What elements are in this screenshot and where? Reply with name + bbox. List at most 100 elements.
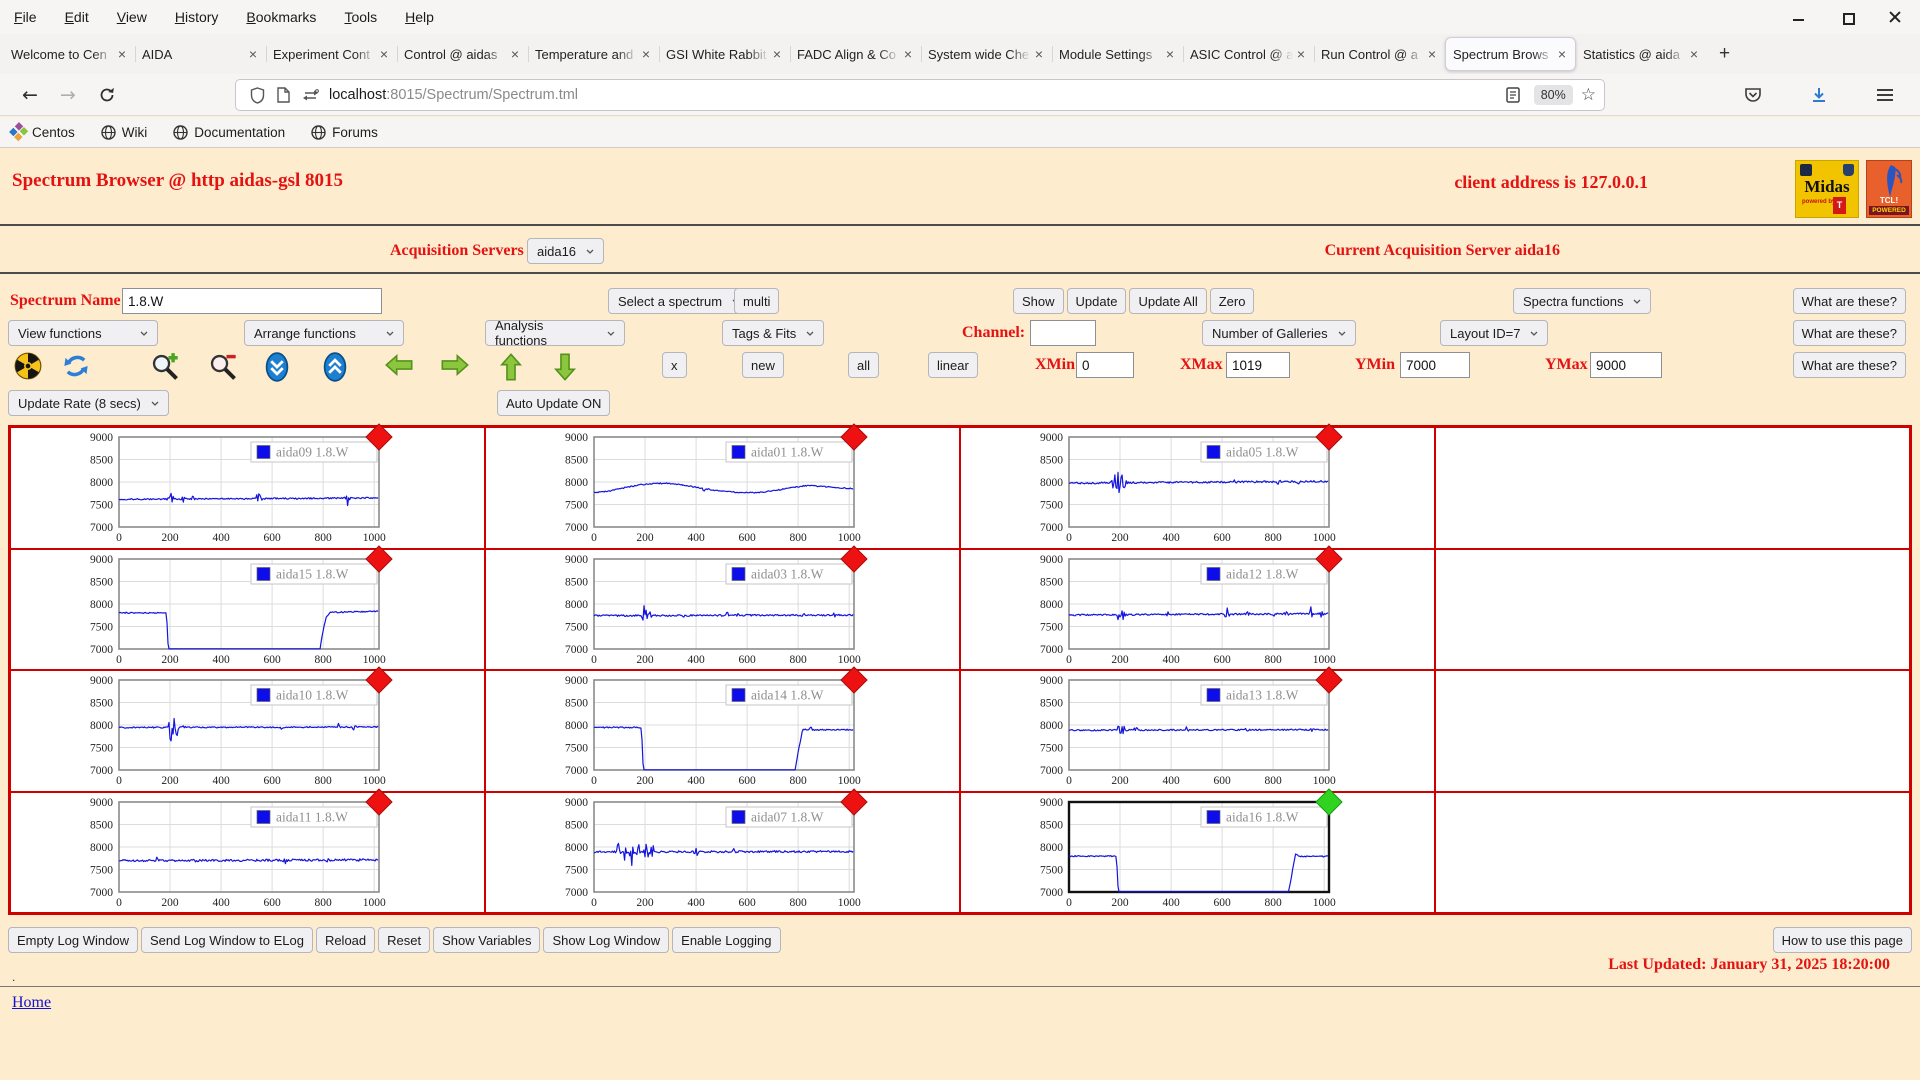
- how-to-use-button[interactable]: How to use this page: [1772, 927, 1912, 953]
- tab-statistics-aida[interactable]: Statistics @ aida ×: [1583, 46, 1698, 62]
- tab-close-icon[interactable]: ×: [772, 46, 781, 62]
- zoom-level-badge[interactable]: 80%: [1533, 85, 1573, 105]
- tab-experiment-cont[interactable]: Experiment Cont ×: [266, 37, 397, 71]
- new-tab-button[interactable]: +: [1719, 43, 1731, 64]
- tab-close-icon[interactable]: ×: [1165, 46, 1174, 62]
- shield-icon[interactable]: [250, 86, 265, 104]
- tab-close-icon[interactable]: ×: [510, 46, 519, 62]
- bookmark-centos[interactable]: Centos: [9, 122, 75, 141]
- zoom-in-icon[interactable]: [150, 352, 180, 387]
- home-link[interactable]: Home: [12, 994, 52, 1011]
- url-bar[interactable]: localhost:8015/Spectrum/Spectrum.tml 80%…: [235, 79, 1605, 111]
- pan-up-icon[interactable]: [498, 352, 524, 387]
- acquisition-server-select[interactable]: aida16: [527, 238, 605, 264]
- gallery-cell[interactable]: 7000 7500 8000 8500 9000 0 200 400 600 800 1000 aid…: [960, 666, 1435, 792]
- show-variables-button[interactable]: Show Variables: [433, 927, 541, 953]
- gallery-cell[interactable]: 7000 7500 8000 8500 9000 0 200 400 600 800 1000 aid…: [10, 787, 485, 913]
- x-button[interactable]: x: [662, 352, 687, 378]
- status-marker-diamond-icon[interactable]: [365, 787, 393, 816]
- gallery-cell[interactable]: 7000 7500 8000 8500 9000 0 200 400 600 800 1000 aid…: [485, 544, 960, 670]
- gallery-cell[interactable]: 7000 7500 8000 8500 9000 0 200 400 600 800 1000 aid…: [960, 544, 1435, 670]
- linear-button[interactable]: linear: [928, 352, 978, 378]
- tab-spectrum-brows[interactable]: Spectrum Brows ×: [1445, 37, 1576, 71]
- tab-close-icon[interactable]: ×: [379, 46, 388, 62]
- status-marker-diamond-icon[interactable]: [840, 544, 868, 573]
- tab-welcome-to-cen[interactable]: Welcome to Cen ×: [11, 46, 126, 62]
- zoom-out-icon[interactable]: [208, 352, 238, 387]
- bookmark-star-icon[interactable]: ☆: [1580, 85, 1596, 105]
- spectra-functions-dropdown[interactable]: Spectra functions: [1513, 288, 1652, 314]
- arrange-functions-dropdown[interactable]: Arrange functions: [244, 320, 404, 346]
- tags-fits-dropdown[interactable]: Tags & Fits: [722, 320, 825, 346]
- zero-button[interactable]: Zero: [1209, 288, 1255, 314]
- menu-edit[interactable]: Edit: [64, 9, 89, 25]
- reload-button[interactable]: Reload: [315, 927, 376, 953]
- downloads-icon[interactable]: [1810, 86, 1828, 104]
- tab-gsi-white-rabbit[interactable]: GSI White Rabbit ×: [659, 37, 790, 71]
- spectrum-name-input[interactable]: [122, 288, 382, 314]
- hamburger-menu-icon[interactable]: [1876, 88, 1894, 102]
- gallery-cell[interactable]: 7000 7500 8000 8500 9000 0 200 400 600 800 1000 aid…: [485, 666, 960, 792]
- tab-close-icon[interactable]: ×: [248, 46, 257, 62]
- status-marker-diamond-icon[interactable]: [365, 666, 393, 694]
- tab-asic-control-a[interactable]: ASIC Control @ a ×: [1183, 37, 1314, 71]
- menu-bookmarks[interactable]: Bookmarks: [246, 9, 317, 25]
- gallery-cell[interactable]: 7000 7500 8000 8500 9000 0 200 400 600 800 1000 aid…: [960, 423, 1435, 549]
- gallery-cell[interactable]: 7000 7500 8000 8500 9000 0 200 400 600 800 1000 aid…: [10, 666, 485, 792]
- pan-right-icon[interactable]: [440, 352, 470, 383]
- menu-file[interactable]: File: [14, 9, 37, 25]
- bookmark-wiki[interactable]: Wiki: [101, 125, 147, 140]
- reader-mode-icon[interactable]: [1505, 87, 1520, 103]
- xmax-input[interactable]: [1226, 352, 1290, 378]
- pocket-icon[interactable]: [1744, 86, 1762, 104]
- show-button[interactable]: Show: [1013, 288, 1064, 314]
- new-button[interactable]: new: [742, 352, 784, 378]
- bookmark-forums[interactable]: Forums: [311, 125, 378, 140]
- menu-tools[interactable]: Tools: [344, 9, 378, 25]
- tab-close-icon[interactable]: ×: [1557, 46, 1566, 62]
- auto-update-button[interactable]: Auto Update ON: [497, 390, 611, 416]
- all-button[interactable]: all: [848, 352, 880, 378]
- minimize-icon[interactable]: [1792, 10, 1806, 24]
- status-marker-diamond-icon[interactable]: [840, 787, 868, 816]
- maximize-icon[interactable]: [1840, 10, 1855, 25]
- radiation-icon[interactable]: [14, 352, 42, 385]
- status-marker-diamond-icon[interactable]: [365, 423, 393, 451]
- gallery-cell[interactable]: 7000 7500 8000 8500 9000 0 200 400 600 800 1000 aid…: [10, 544, 485, 670]
- what-are-these-button[interactable]: What are these?: [1792, 288, 1906, 314]
- tab-aida[interactable]: AIDA ×: [135, 37, 266, 71]
- status-marker-diamond-icon[interactable]: [365, 544, 393, 573]
- scroll-up-icon[interactable]: [322, 352, 348, 387]
- number-of-galleries-dropdown[interactable]: Number of Galleries: [1202, 320, 1356, 346]
- tcl-powered-logo[interactable]: TCL! POWERED: [1866, 160, 1912, 218]
- send-log-to-elog-button[interactable]: Send Log Window to ELog: [141, 927, 313, 953]
- xmin-input[interactable]: [1076, 352, 1134, 378]
- layout-id-dropdown[interactable]: Layout ID=7: [1440, 320, 1549, 346]
- midas-logo[interactable]: Midas powered by T: [1795, 160, 1859, 218]
- tab-close-icon[interactable]: ×: [1034, 46, 1043, 62]
- ymin-input[interactable]: [1400, 352, 1470, 378]
- gallery-cell[interactable]: 7000 7500 8000 8500 9000 0 200 400 600 800 1000 aid…: [485, 787, 960, 913]
- status-marker-diamond-icon[interactable]: [840, 423, 868, 451]
- gallery-cell[interactable]: 7000 7500 8000 8500 9000 0 200 400 600 800 1000 aid…: [485, 423, 960, 549]
- menu-history[interactable]: History: [174, 9, 219, 25]
- status-marker-diamond-icon[interactable]: [1315, 666, 1343, 694]
- ymax-input[interactable]: [1590, 352, 1662, 378]
- forward-icon[interactable]: →: [59, 83, 76, 106]
- bookmark-documentation[interactable]: Documentation: [173, 125, 285, 140]
- close-icon[interactable]: [1888, 10, 1902, 24]
- enable-logging-button[interactable]: Enable Logging: [672, 927, 781, 953]
- update-all-button[interactable]: Update All: [1129, 288, 1207, 314]
- empty-log-window-button[interactable]: Empty Log Window: [8, 927, 138, 953]
- refresh-icon[interactable]: [62, 352, 90, 385]
- tab-run-control-a[interactable]: Run Control @ a ×: [1314, 37, 1445, 71]
- page-info-icon[interactable]: [277, 87, 290, 103]
- scroll-down-icon[interactable]: [264, 352, 290, 387]
- pan-down-icon[interactable]: [552, 352, 578, 387]
- back-icon[interactable]: ←: [22, 83, 38, 106]
- pan-left-icon[interactable]: [384, 352, 414, 383]
- status-marker-diamond-icon[interactable]: [840, 666, 868, 694]
- gallery-cell[interactable]: 7000 7500 8000 8500 9000 0 200 400 600 800 1000 aid…: [960, 787, 1435, 913]
- select-spectrum-dropdown[interactable]: Select a spectrum: [608, 288, 751, 314]
- selected-marker-diamond-icon[interactable]: [1315, 787, 1343, 816]
